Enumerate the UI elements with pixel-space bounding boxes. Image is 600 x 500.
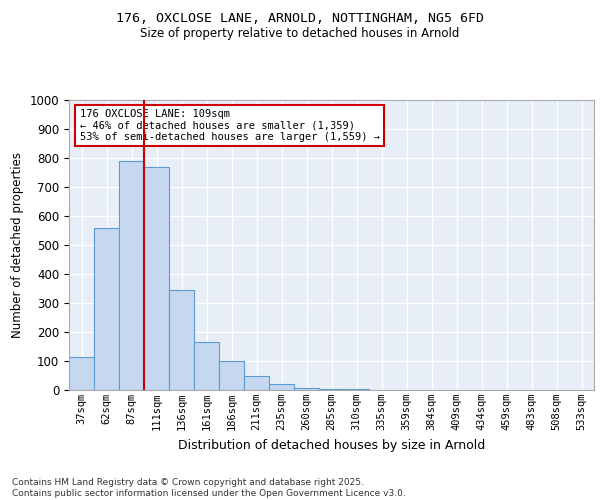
Text: Size of property relative to detached houses in Arnold: Size of property relative to detached ho… <box>140 28 460 40</box>
Text: 176 OXCLOSE LANE: 109sqm
← 46% of detached houses are smaller (1,359)
53% of sem: 176 OXCLOSE LANE: 109sqm ← 46% of detach… <box>79 108 380 142</box>
Bar <box>69 356 94 390</box>
X-axis label: Distribution of detached houses by size in Arnold: Distribution of detached houses by size … <box>178 438 485 452</box>
Bar <box>269 384 294 390</box>
Bar <box>244 376 269 390</box>
Text: 176, OXCLOSE LANE, ARNOLD, NOTTINGHAM, NG5 6FD: 176, OXCLOSE LANE, ARNOLD, NOTTINGHAM, N… <box>116 12 484 26</box>
Text: Contains HM Land Registry data © Crown copyright and database right 2025.
Contai: Contains HM Land Registry data © Crown c… <box>12 478 406 498</box>
Bar <box>169 290 194 390</box>
Bar <box>219 361 244 390</box>
Bar <box>294 388 319 390</box>
Bar <box>144 166 169 390</box>
Bar <box>94 228 119 390</box>
Bar <box>319 389 344 390</box>
Bar <box>194 342 219 390</box>
Y-axis label: Number of detached properties: Number of detached properties <box>11 152 24 338</box>
Bar <box>119 161 144 390</box>
